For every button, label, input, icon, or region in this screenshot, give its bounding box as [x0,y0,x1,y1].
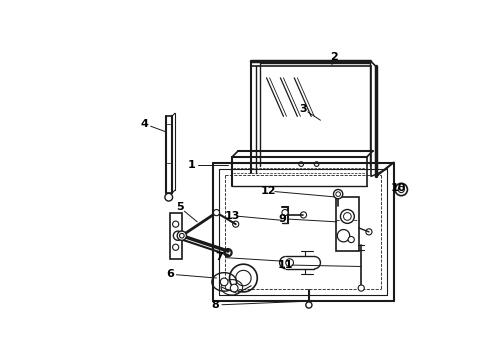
Text: 1: 1 [188,160,196,170]
Circle shape [177,231,187,240]
Text: 4: 4 [141,119,149,129]
Text: 7: 7 [216,252,223,262]
Text: 6: 6 [166,269,174,279]
Text: 13: 13 [224,211,240,221]
Text: 3: 3 [299,104,307,114]
Circle shape [213,210,220,216]
Text: 12: 12 [261,186,276,196]
Text: 8: 8 [212,300,220,310]
Text: 10: 10 [391,183,406,193]
Text: 9: 9 [279,214,287,224]
Circle shape [358,285,365,291]
Circle shape [282,210,288,216]
Circle shape [230,284,238,292]
Text: 11: 11 [278,260,294,270]
Text: 5: 5 [176,202,183,212]
Circle shape [334,189,343,199]
Circle shape [348,237,354,243]
Circle shape [306,302,312,308]
Text: 2: 2 [330,52,338,62]
Circle shape [220,278,228,286]
Circle shape [395,183,408,195]
Circle shape [341,210,354,223]
